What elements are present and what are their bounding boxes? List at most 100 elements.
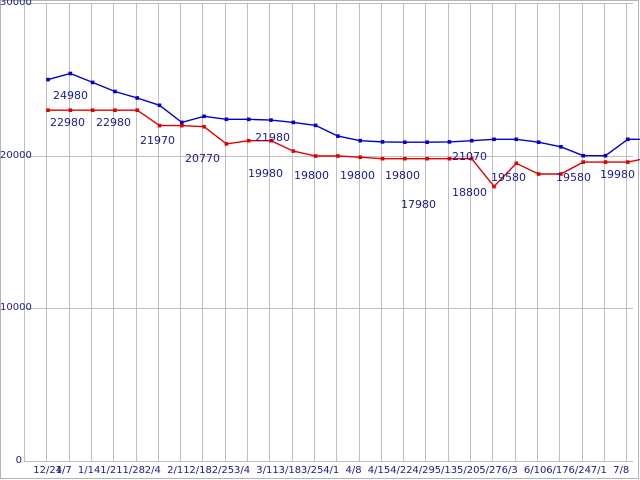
x-axis-tick-label: 2/4	[144, 465, 161, 476]
data-point-marker	[581, 153, 585, 158]
gridline-vertical	[314, 3, 315, 461]
data-point-marker	[559, 145, 563, 149]
y-axis-tick-label: 10000	[0, 302, 32, 313]
x-axis-tick-label: 4/15	[367, 465, 391, 476]
data-point-marker	[202, 114, 206, 119]
data-point-marker	[46, 77, 50, 82]
gridline-vertical	[158, 3, 159, 461]
y-axis-tick-label: 30000	[0, 0, 32, 8]
data-point-marker	[336, 134, 340, 138]
x-axis-tick-label: 7/1	[590, 465, 607, 476]
data-point-marker	[626, 137, 630, 142]
x-axis-tick-label: 4/29	[412, 465, 435, 476]
x-axis-tick-label: 1/21	[100, 465, 123, 476]
data-point-marker	[380, 140, 385, 144]
gridline-vertical	[202, 3, 203, 461]
gridline-vertical	[136, 3, 137, 461]
data-point-marker	[90, 108, 95, 112]
gridline-vertical	[180, 3, 181, 461]
x-axis-tick-label: 6/24	[568, 465, 591, 476]
data-point-label: 22980	[50, 116, 85, 129]
x-axis-tick-label: 7/8	[613, 465, 630, 476]
gridline-vertical	[46, 3, 47, 461]
data-point-marker	[447, 140, 452, 144]
x-axis-tick-label: 1/7	[55, 465, 72, 476]
y-axis-line	[24, 3, 25, 462]
x-axis-tick-label: 3/11	[256, 465, 279, 476]
data-point-label: 19800	[385, 169, 420, 182]
data-point-marker	[358, 138, 362, 143]
data-point-marker	[358, 155, 362, 159]
y-axis-tick-label: 0	[15, 455, 22, 466]
data-point-marker	[246, 138, 251, 143]
data-point-label: 17980	[401, 198, 436, 211]
data-point-label: 21070	[452, 150, 487, 163]
data-point-label: 18800	[452, 186, 487, 199]
data-point-label: 20770	[185, 152, 220, 165]
data-point-marker	[68, 71, 73, 76]
data-point-marker	[425, 140, 429, 144]
gridline-horizontal	[24, 308, 633, 309]
x-axis-tick-label: 4/8	[345, 465, 362, 476]
gridline-vertical	[247, 3, 248, 461]
data-point-label: 24980	[53, 89, 88, 102]
gridline-vertical	[69, 3, 70, 461]
gridline-vertical	[113, 3, 114, 461]
data-point-marker	[603, 153, 608, 158]
x-axis-tick-label: 1/14	[77, 465, 101, 476]
gridline-horizontal	[24, 3, 633, 4]
x-axis-tick-label: 2/25	[211, 465, 235, 476]
data-point-marker	[157, 123, 162, 128]
data-point-label: 19580	[556, 171, 591, 184]
y-axis-tick-label: 20000	[0, 150, 32, 161]
data-point-marker	[157, 103, 162, 108]
data-point-marker	[336, 154, 340, 158]
data-point-marker	[113, 108, 117, 112]
gridline-vertical	[492, 3, 493, 461]
gridline-vertical	[359, 3, 360, 461]
data-point-marker	[581, 160, 585, 164]
data-point-marker	[269, 138, 273, 143]
gridline-vertical	[470, 3, 471, 461]
data-point-marker	[492, 184, 496, 189]
data-point-marker	[113, 89, 117, 94]
gridline-vertical	[626, 3, 627, 461]
gridline-vertical	[225, 3, 226, 461]
data-point-marker	[90, 80, 95, 85]
data-point-marker	[514, 161, 519, 166]
data-point-marker	[380, 156, 385, 161]
data-point-label: 19800	[294, 169, 329, 182]
data-point-label: 19980	[248, 167, 283, 180]
gridline-vertical	[582, 3, 583, 461]
data-point-label: 22980	[96, 116, 131, 129]
data-point-marker	[180, 123, 184, 128]
gridline-vertical	[515, 3, 516, 461]
data-point-label: 19800	[340, 169, 375, 182]
data-point-marker	[313, 123, 318, 128]
x-axis-tick-label: 4/1	[323, 465, 340, 476]
data-point-marker	[603, 160, 608, 164]
x-axis-tick-label: 3/4	[234, 465, 251, 476]
data-point-marker	[447, 156, 452, 161]
gridline-vertical	[91, 3, 92, 461]
x-axis-tick-label: 5/20	[457, 465, 480, 476]
data-point-marker	[559, 172, 563, 176]
x-axis-tick-label: 6/3	[501, 465, 518, 476]
data-point-marker	[469, 138, 474, 143]
data-point-marker	[202, 124, 206, 129]
data-point-marker	[425, 156, 429, 161]
data-point-label: 19980	[600, 168, 635, 181]
x-axis-tick-label: 5/13	[434, 465, 458, 476]
data-point-marker	[135, 108, 139, 112]
data-point-marker	[536, 172, 541, 176]
data-point-label: 21970	[140, 134, 175, 147]
data-point-marker	[269, 118, 273, 122]
data-point-marker	[313, 154, 318, 158]
x-axis-tick-label: 2/11	[167, 465, 190, 476]
gridline-vertical	[269, 3, 270, 461]
x-axis-tick-label: 4/22	[390, 465, 413, 476]
x-axis-tick-label: 6/10	[523, 465, 547, 476]
data-point-marker	[135, 96, 139, 100]
